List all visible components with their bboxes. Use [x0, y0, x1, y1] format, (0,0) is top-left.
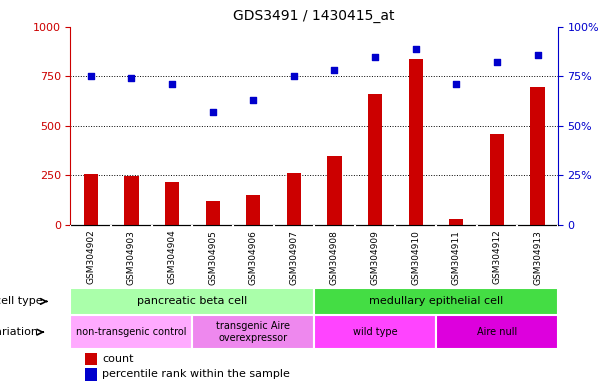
- Text: transgenic Aire
overexpressor: transgenic Aire overexpressor: [216, 321, 290, 343]
- Text: genotype/variation: genotype/variation: [0, 327, 39, 337]
- Point: [248, 97, 258, 103]
- Text: Aire null: Aire null: [477, 327, 517, 337]
- Text: GSM304903: GSM304903: [127, 230, 136, 285]
- Bar: [314, 315, 436, 349]
- Point: [167, 81, 177, 87]
- Bar: [530, 87, 544, 225]
- Point: [370, 53, 380, 60]
- Text: medullary epithelial cell: medullary epithelial cell: [369, 296, 503, 306]
- Bar: [85, 353, 97, 365]
- Bar: [70, 288, 314, 315]
- Point: [86, 73, 96, 79]
- Bar: [436, 315, 558, 349]
- Point: [330, 67, 340, 73]
- Text: GSM304904: GSM304904: [167, 230, 177, 285]
- Bar: [84, 174, 98, 225]
- Text: percentile rank within the sample: percentile rank within the sample: [102, 369, 290, 379]
- Bar: [449, 219, 463, 225]
- Bar: [246, 195, 261, 225]
- Bar: [192, 315, 314, 349]
- Point: [126, 75, 136, 81]
- Bar: [314, 288, 558, 315]
- Bar: [124, 176, 139, 225]
- Text: non-transgenic control: non-transgenic control: [76, 327, 187, 337]
- Text: GSM304911: GSM304911: [452, 230, 461, 285]
- Bar: [327, 156, 341, 225]
- Text: GSM304908: GSM304908: [330, 230, 339, 285]
- Text: GSM304906: GSM304906: [249, 230, 257, 285]
- Bar: [490, 134, 504, 225]
- Point: [289, 73, 299, 79]
- Text: count: count: [102, 354, 134, 364]
- Text: cell type: cell type: [0, 296, 42, 306]
- Point: [208, 109, 218, 115]
- Text: GSM304905: GSM304905: [208, 230, 217, 285]
- Point: [451, 81, 461, 87]
- Text: GSM304909: GSM304909: [371, 230, 379, 285]
- Text: pancreatic beta cell: pancreatic beta cell: [137, 296, 248, 306]
- Text: GSM304912: GSM304912: [492, 230, 501, 285]
- Bar: [85, 369, 97, 381]
- Text: GSM304910: GSM304910: [411, 230, 420, 285]
- Bar: [165, 182, 179, 225]
- Point: [411, 46, 421, 52]
- Bar: [409, 58, 423, 225]
- Bar: [368, 94, 382, 225]
- Point: [533, 51, 543, 58]
- Text: GSM304913: GSM304913: [533, 230, 542, 285]
- Bar: [205, 201, 219, 225]
- Text: GSM304902: GSM304902: [86, 230, 95, 285]
- Bar: [70, 315, 192, 349]
- Bar: [287, 173, 301, 225]
- Point: [492, 60, 502, 66]
- Title: GDS3491 / 1430415_at: GDS3491 / 1430415_at: [234, 9, 395, 23]
- Text: GSM304907: GSM304907: [289, 230, 299, 285]
- Text: wild type: wild type: [352, 327, 397, 337]
